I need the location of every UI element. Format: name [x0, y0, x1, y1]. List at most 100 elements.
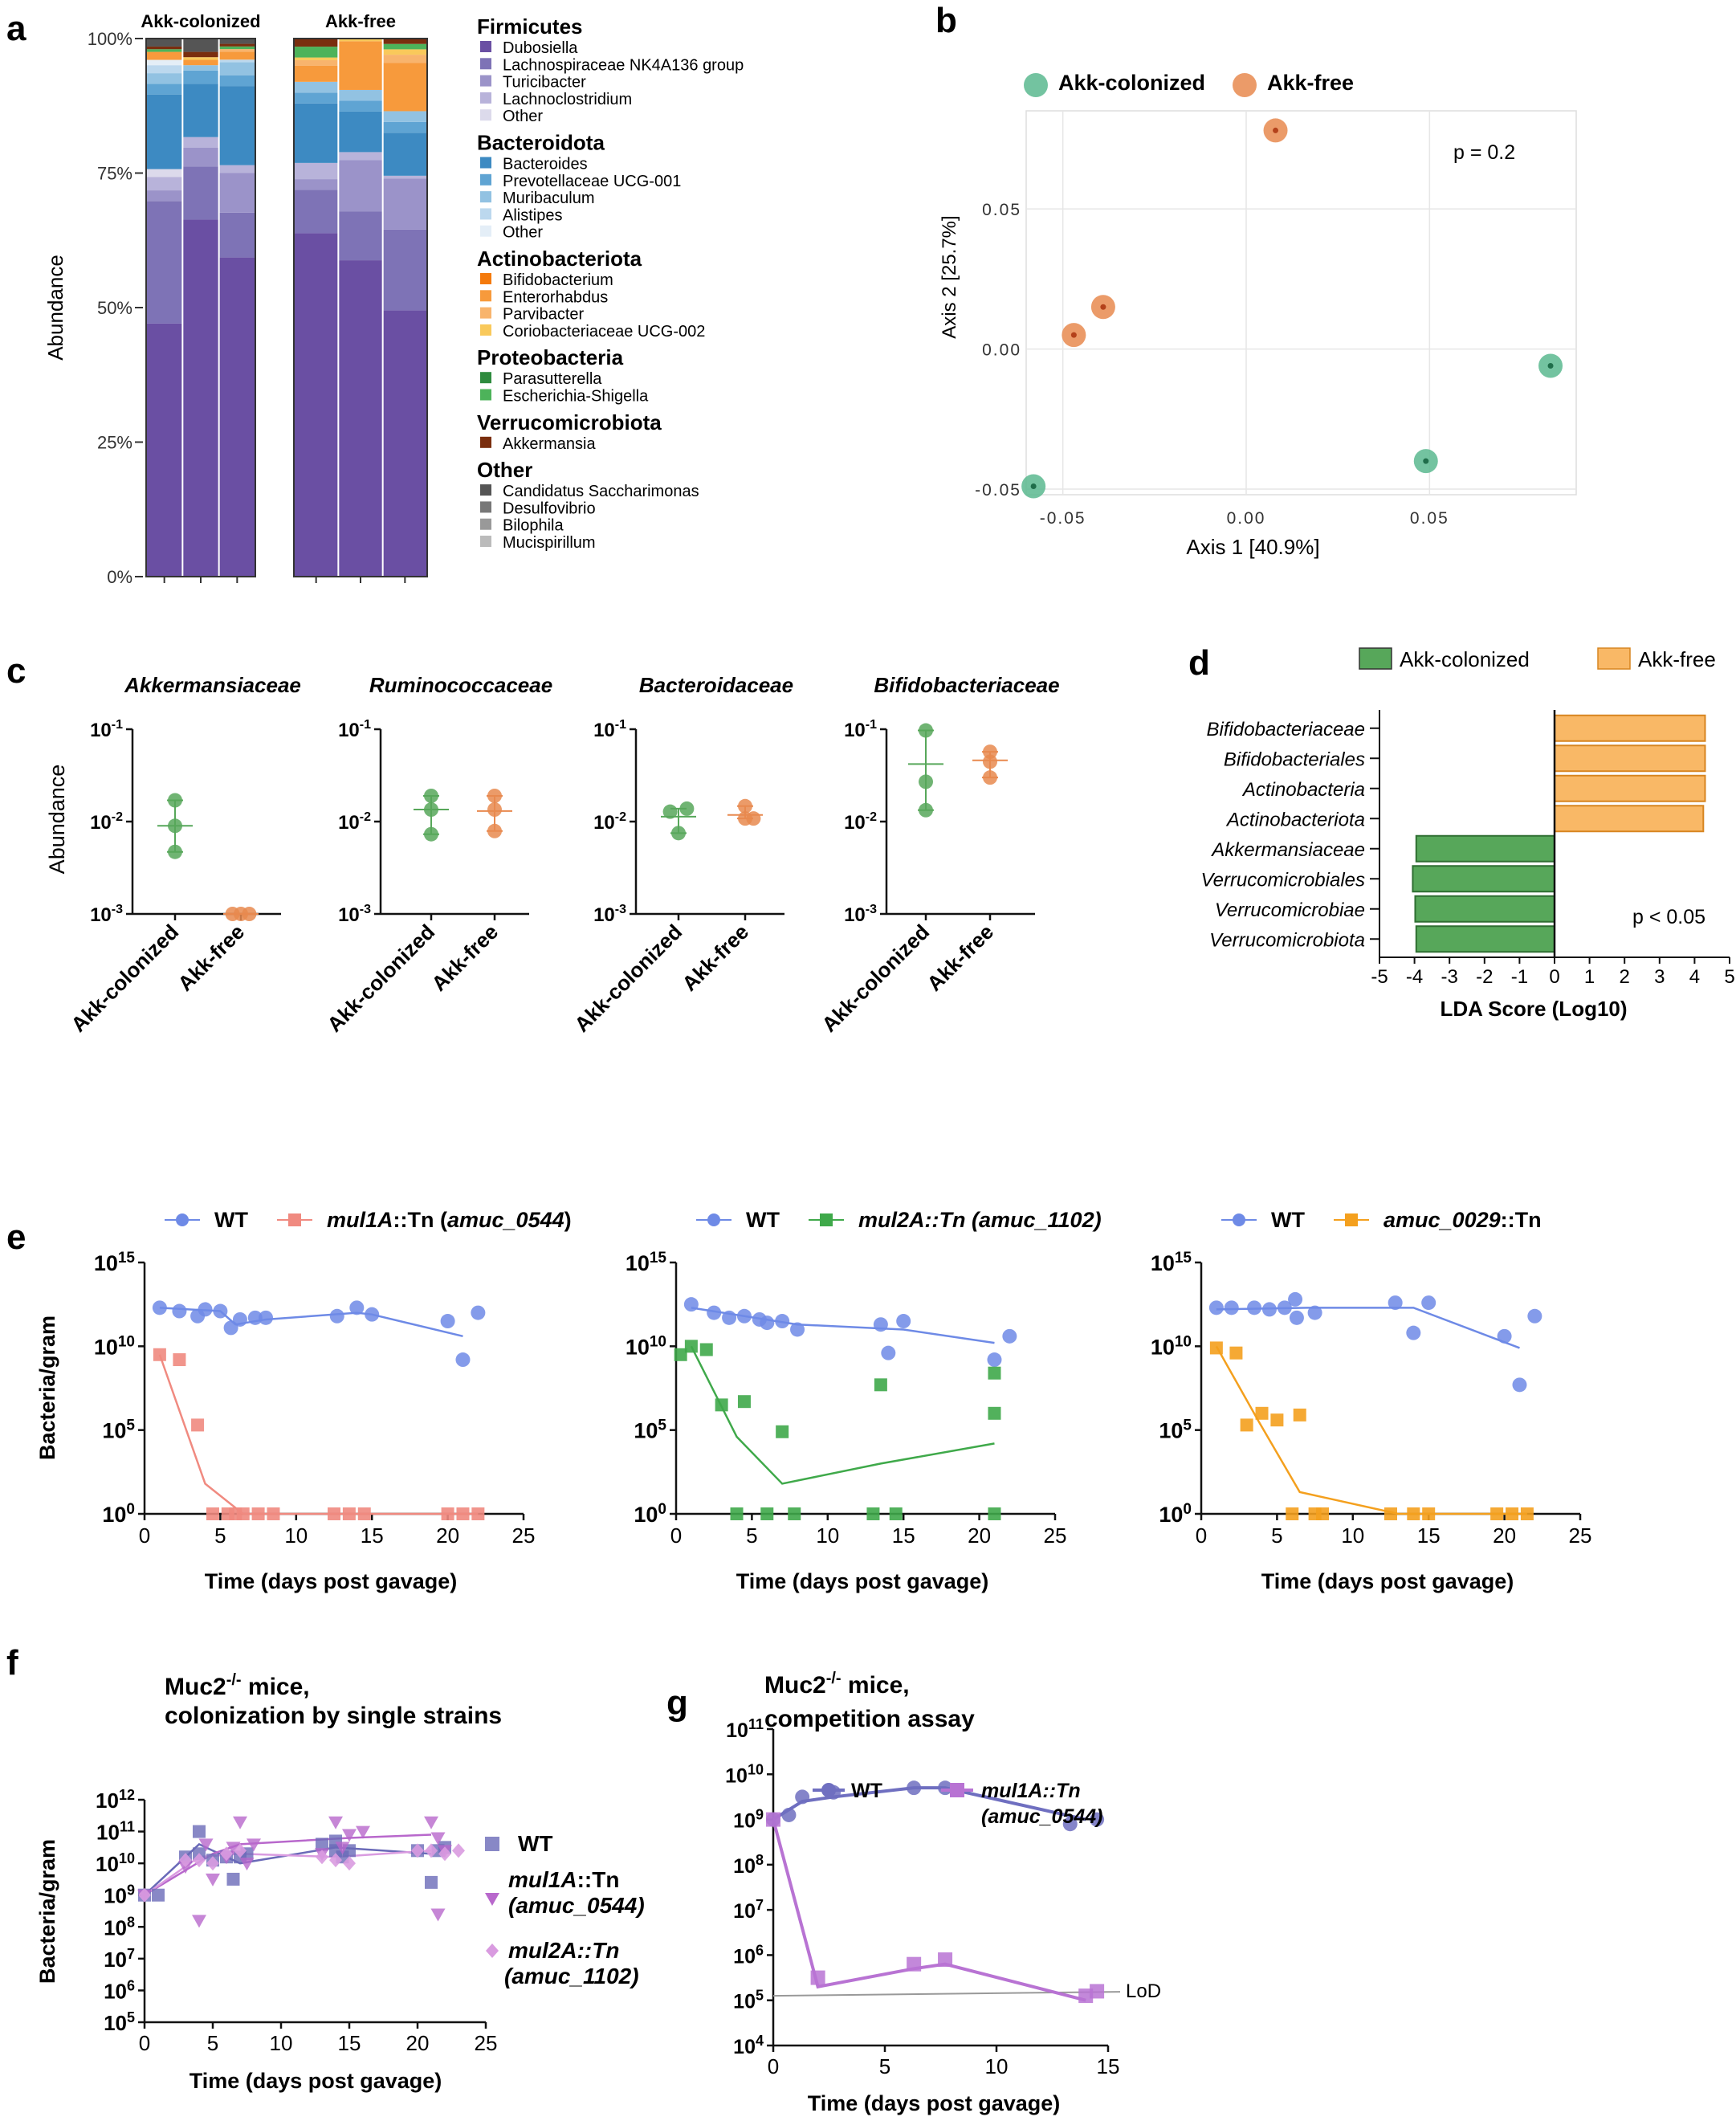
mul1a-point	[430, 1832, 446, 1846]
wt-point	[896, 1314, 911, 1329]
x-tick-label: 5	[214, 1523, 226, 1548]
y-tick-label: 1012	[96, 1787, 135, 1813]
wt-point	[226, 1872, 240, 1886]
data-point	[983, 754, 997, 769]
legend-entry: mul1A::Tn	[508, 1867, 619, 1892]
x-tick-label: 3	[1654, 966, 1665, 988]
y-tick-label: 10-1	[844, 718, 877, 741]
wt-point	[790, 1322, 805, 1337]
legend-swatch	[480, 389, 491, 401]
y-tick-label: 0%	[107, 567, 132, 587]
bar-segment	[383, 43, 426, 50]
bar-segment	[295, 81, 338, 93]
x-tick-label: 5	[879, 2054, 890, 2078]
panel-label-b: b	[935, 1, 957, 40]
legend-swatch	[480, 92, 491, 104]
bar-segment	[339, 211, 382, 261]
wt-point	[736, 1308, 752, 1324]
y-tick-label: -0.05	[975, 481, 1021, 500]
bar-segment	[383, 121, 426, 133]
mutant-point	[206, 1507, 219, 1520]
wt-point	[425, 1875, 438, 1889]
bar-segment	[383, 39, 426, 44]
x-tick-label: 20	[968, 1523, 991, 1548]
bar-segment	[339, 111, 382, 153]
x-tick-label: 5	[746, 1523, 757, 1548]
mutant-point	[357, 1507, 371, 1520]
group-label: Akk-colonized	[141, 11, 260, 31]
panel-title-line2: colonization by single strains	[165, 1703, 502, 1729]
y-tick-label: 50%	[97, 298, 132, 318]
wt-point	[471, 1305, 486, 1320]
mutant-point	[776, 1425, 789, 1438]
wt-point	[1002, 1328, 1017, 1344]
legend-marker	[950, 1783, 964, 1797]
facet-frame	[145, 38, 256, 577]
lda-bar	[1414, 895, 1556, 923]
mutant-point	[1293, 1408, 1306, 1421]
subplot-title: Bifidobacteriaceae	[874, 673, 1059, 697]
mul1a-point	[192, 1915, 206, 1928]
mutant-point	[236, 1507, 250, 1520]
mutant-point	[674, 1348, 687, 1361]
bar-segment	[383, 178, 426, 230]
mul2a-point	[234, 1843, 247, 1858]
bar-segment	[383, 310, 426, 577]
x-tick-label: 1	[1584, 966, 1595, 988]
bar-segment	[219, 51, 255, 60]
legend-marker	[707, 1213, 720, 1226]
legend-entry: WT	[746, 1208, 780, 1232]
legend-swatch	[480, 307, 491, 319]
mul1a-point	[430, 1908, 446, 1922]
x-tick-label: 20	[1493, 1523, 1516, 1548]
wt-point	[440, 1314, 455, 1329]
mul2a-point	[425, 1843, 438, 1858]
x-tick-label: 5	[1271, 1523, 1282, 1548]
legend-item: Escherichia-Shigella	[503, 388, 649, 406]
lod-label: LoD	[1126, 1980, 1161, 2002]
mul1a-point	[1090, 1984, 1105, 1999]
wt-trend-line	[1216, 1307, 1520, 1349]
mul2a-point	[138, 1887, 151, 1903]
mul1a-point	[766, 1812, 780, 1827]
y-tick-label: 10-3	[90, 903, 123, 926]
bar-segment	[147, 59, 182, 66]
bar-segment	[183, 137, 218, 148]
x-axis-label: Time (days post gavage)	[1261, 1569, 1514, 1593]
bar-segment	[339, 41, 382, 90]
x-tick-label: 10	[284, 1523, 308, 1548]
legend-item: Candidatus Saccharimonas	[503, 483, 699, 500]
x-tick-label: -5	[1371, 966, 1388, 988]
category-label: Bifidobacteriales	[1224, 748, 1365, 770]
mutant-point	[153, 1348, 166, 1361]
wt-point	[213, 1303, 228, 1319]
legend-entry: mul2A::Tn (amuc_1102)	[858, 1208, 1102, 1232]
legend-entry-sub: (amuc_1102)	[504, 1964, 639, 1988]
y-axis-label: Abundance	[45, 765, 69, 875]
wt-point	[1406, 1325, 1421, 1340]
lda-bar	[1554, 714, 1706, 742]
x-tick-label: 0	[139, 1523, 150, 1548]
x-tick-label: 0	[1196, 1523, 1207, 1548]
mul1a-point	[356, 1825, 370, 1839]
legend-swatch	[480, 536, 491, 547]
panel-d-lda: Akk-colonized Akk-free Bifidobacteriaceae B…	[1200, 647, 1734, 1021]
mul1a-point	[247, 1838, 261, 1852]
wt-point	[781, 1807, 797, 1822]
legend-section-header: Firmicutes	[477, 14, 583, 39]
y-tick-label: 106	[104, 1977, 135, 2003]
legend-entry: mul1A::Tn (amuc_0544)	[327, 1208, 572, 1232]
category-label: Akkermansiaceae	[1210, 839, 1365, 861]
wt-trend-line	[691, 1307, 995, 1344]
legend-item: Turicibacter	[503, 74, 586, 92]
legend-entry: Akk-colonized	[1400, 647, 1530, 671]
mul2a-point	[329, 1853, 342, 1868]
y-tick-label: 1015	[94, 1250, 136, 1275]
x-tick-label: Akk-free	[173, 920, 249, 996]
wt-point	[349, 1300, 365, 1315]
mutant-point	[988, 1507, 1001, 1520]
data-point	[983, 744, 997, 760]
x-tick-label: 25	[1569, 1523, 1592, 1548]
panel-a-stacked-bars: Abundance 0% 25% 50% 75% 100% Akk-colonized Akk…	[43, 11, 744, 587]
legend-item: Mucispirillum	[503, 534, 596, 552]
